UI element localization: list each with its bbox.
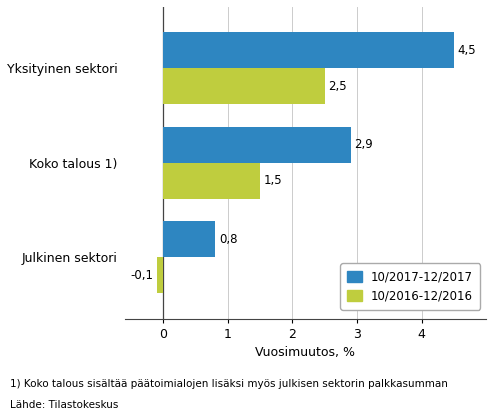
Bar [163, 127, 351, 163]
Bar [163, 68, 325, 104]
Bar [163, 163, 260, 198]
Text: 2,9: 2,9 [354, 138, 373, 151]
Legend: 10/2017-12/2017, 10/2016-12/2016: 10/2017-12/2017, 10/2016-12/2016 [340, 263, 480, 310]
Bar [157, 257, 163, 293]
Bar [163, 32, 454, 68]
Text: 1,5: 1,5 [264, 174, 282, 187]
Text: 4,5: 4,5 [458, 44, 476, 57]
Bar [163, 221, 215, 257]
Text: -0,1: -0,1 [130, 269, 153, 282]
Text: Lähde: Tilastokeskus: Lähde: Tilastokeskus [10, 400, 118, 410]
X-axis label: Vuosimuutos, %: Vuosimuutos, % [255, 346, 355, 359]
Text: 0,8: 0,8 [219, 233, 237, 246]
Text: 2,5: 2,5 [328, 80, 347, 93]
Text: 1) Koko talous sisältää päätoimialojen lisäksi myös julkisen sektorin palkkasumm: 1) Koko talous sisältää päätoimialojen l… [10, 379, 448, 389]
